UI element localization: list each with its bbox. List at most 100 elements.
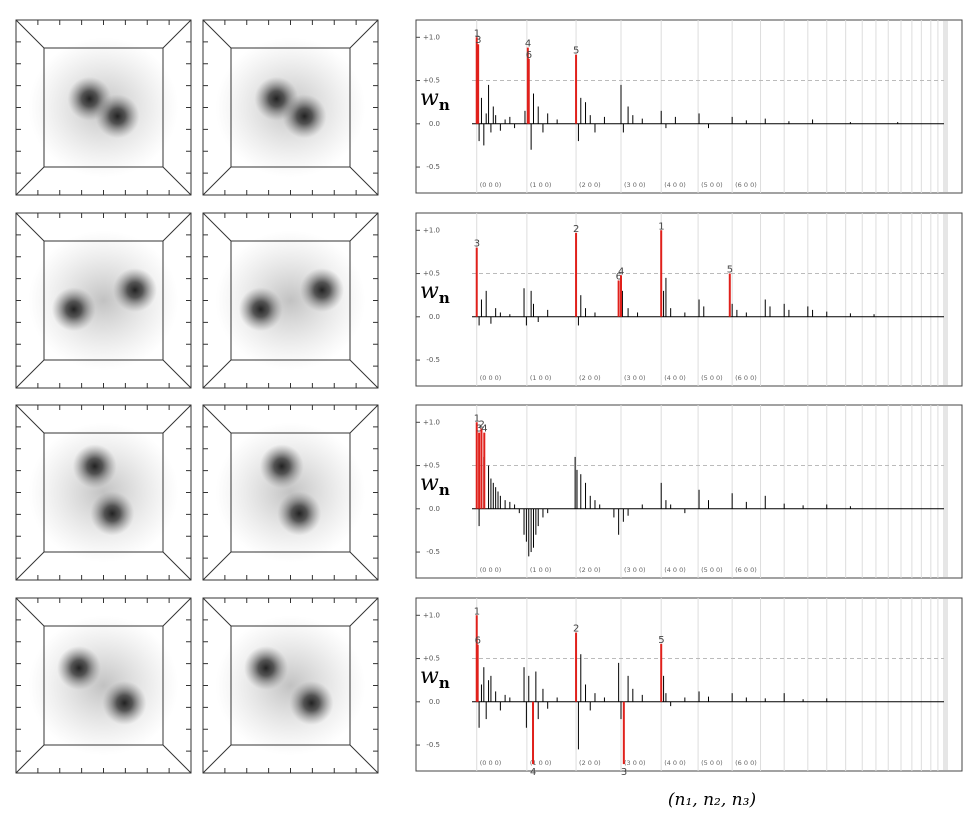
edge-strip [943, 406, 948, 577]
y-tick-label: 0.0 [429, 698, 440, 706]
group-label: (0 0 0) [480, 759, 502, 767]
blob [113, 268, 157, 312]
plot-frame [415, 212, 963, 387]
stem-panel: (0 0 0) (1 0 0) (2 0 0) (3 0 0) (4 0 0) (5 0 … [415, 212, 963, 387]
y-label-sub: n [439, 289, 450, 307]
peak-label: 3 [621, 767, 627, 778]
blob [95, 94, 140, 139]
density-box [15, 212, 192, 389]
y-label-main: w [420, 279, 439, 304]
edge [202, 744, 232, 774]
group-label: (4 0 0) [664, 566, 686, 574]
edge [349, 19, 379, 49]
group-label: (2 0 0) [579, 759, 601, 767]
peak-label: 4 [530, 767, 536, 778]
peak-label: 1 [474, 606, 480, 617]
blob [51, 287, 96, 332]
density-box [15, 597, 192, 774]
group-label: (1 0 0) [530, 759, 552, 767]
group-label: (6 0 0) [735, 566, 757, 574]
spectra: (0 0 0) (1 0 0) (2 0 0) (3 0 0) (4 0 0) (5 0 … [415, 19, 963, 810]
inner-frame [43, 240, 164, 361]
inner-frame [43, 432, 164, 553]
peak-label: 1 [658, 221, 664, 232]
inner-frame [230, 432, 351, 553]
edge [202, 404, 232, 434]
edge [162, 19, 192, 49]
y-axis-label: wn [420, 279, 450, 307]
y-tick-label: 0.0 [429, 505, 440, 513]
edge [15, 212, 45, 242]
blob [102, 681, 147, 725]
group-label: (5 0 0) [701, 759, 723, 767]
peak-label: 5 [658, 635, 664, 646]
y-tick-label: +0.5 [423, 655, 440, 663]
blob [244, 646, 288, 690]
y-tick-label: 0.0 [429, 313, 440, 321]
group-label: (5 0 0) [701, 374, 723, 382]
peak-label: 1 [474, 413, 480, 424]
blob [72, 444, 117, 489]
y-label-sub: n [439, 96, 450, 114]
edge-strip [943, 21, 948, 192]
y-tick-label: -0.5 [426, 548, 440, 556]
y-label-main: w [420, 86, 439, 111]
y-label-sub: n [439, 481, 450, 499]
edge [349, 597, 379, 627]
group-label: (4 0 0) [664, 759, 686, 767]
plot-frame [415, 597, 963, 772]
y-tick-label: +1.0 [423, 611, 440, 619]
edge [349, 404, 379, 434]
density-box [202, 404, 379, 581]
group-label: (5 0 0) [701, 181, 723, 189]
edge [349, 551, 379, 581]
blob [300, 268, 344, 312]
edge [15, 551, 45, 581]
y-tick-label: +1.0 [423, 226, 440, 234]
edge [15, 597, 45, 627]
group-label: (6 0 0) [735, 181, 757, 189]
group-label: (3 0 0) [624, 759, 646, 767]
haze [215, 230, 366, 371]
density-box [202, 19, 379, 196]
edge [202, 212, 232, 242]
y-tick-label: -0.5 [426, 356, 440, 364]
blob [259, 444, 304, 489]
group-label: (6 0 0) [735, 759, 757, 767]
plot-frame [415, 19, 963, 194]
blob [289, 681, 334, 725]
y-tick-label: +0.5 [423, 77, 440, 85]
y-tick-label: +0.5 [423, 462, 440, 470]
peak-label: 4 [525, 39, 531, 50]
group-label: (0 0 0) [480, 566, 502, 574]
edge [162, 597, 192, 627]
peak-label: 3 [476, 424, 482, 435]
y-label-main: w [420, 471, 439, 496]
peak-label: 6 [526, 50, 532, 61]
y-tick-label: +1.0 [423, 418, 440, 426]
density-box [15, 404, 192, 581]
edge [162, 551, 192, 581]
stem-panel: (0 0 0) (1 0 0) (2 0 0) (3 0 0) (4 0 0) (5 0 … [415, 19, 963, 194]
y-axis-label: wn [420, 86, 450, 114]
peak-label: 2 [478, 419, 484, 430]
inner-frame [230, 240, 351, 361]
stem-panel: (0 0 0) (1 0 0) (2 0 0) (3 0 0) (4 0 0) (5 0 … [415, 404, 963, 579]
group-label: (3 0 0) [624, 374, 646, 382]
edge [15, 359, 45, 389]
inner-frame [43, 47, 164, 168]
edge [162, 744, 192, 774]
blob [282, 94, 327, 139]
edge [349, 212, 379, 242]
edge [15, 166, 45, 196]
edge [15, 404, 45, 434]
edge [162, 212, 192, 242]
edge [162, 166, 192, 196]
edge [162, 404, 192, 434]
group-label: (1 0 0) [530, 374, 552, 382]
y-tick-label: +1.0 [423, 33, 440, 41]
group-label: (1 0 0) [530, 566, 552, 574]
edge [202, 597, 232, 627]
edge [162, 359, 192, 389]
peak-label: 4 [618, 266, 624, 277]
